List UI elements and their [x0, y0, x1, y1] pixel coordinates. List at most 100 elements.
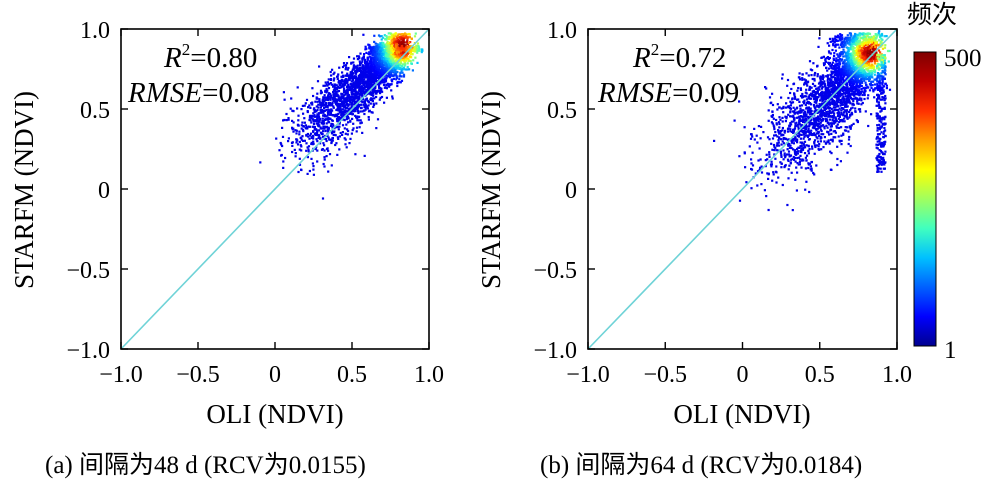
density-point [805, 180, 808, 183]
density-point [401, 45, 404, 48]
density-point [363, 82, 366, 85]
density-point [789, 111, 792, 114]
density-point [327, 121, 330, 124]
density-point [750, 187, 753, 190]
density-point [337, 85, 340, 88]
density-point [854, 107, 857, 110]
density-point [301, 104, 304, 107]
density-point [768, 155, 771, 158]
density-point [374, 86, 377, 89]
density-point [839, 83, 842, 86]
density-point [794, 137, 797, 140]
density-point [760, 183, 763, 186]
density-point [380, 45, 383, 48]
density-point [852, 99, 855, 102]
density-point [385, 52, 388, 55]
density-point [328, 138, 331, 141]
density-point [317, 113, 320, 116]
density-point [873, 59, 876, 62]
density-point [327, 117, 330, 121]
density-point [809, 121, 812, 124]
density-point [390, 79, 393, 82]
density-point [312, 120, 316, 123]
density-point [803, 110, 807, 113]
density-point [392, 77, 395, 80]
density-point [842, 96, 845, 99]
density-point [398, 54, 402, 58]
density-point [862, 86, 865, 89]
density-point [849, 48, 852, 51]
density-point [876, 79, 879, 82]
density-point [776, 103, 779, 106]
density-point [845, 97, 848, 100]
density-point [830, 91, 833, 94]
density-point [801, 127, 804, 130]
density-point [872, 45, 875, 48]
density-point [320, 122, 323, 125]
density-point [343, 64, 346, 67]
density-point [785, 117, 788, 120]
density-point [797, 146, 800, 149]
density-point [330, 74, 333, 77]
density-point [838, 66, 841, 69]
density-point [837, 117, 840, 120]
density-point [819, 75, 822, 78]
density-point [867, 60, 871, 63]
density-point [871, 71, 874, 75]
density-point [860, 87, 863, 91]
density-point [338, 135, 341, 138]
density-point [870, 43, 873, 46]
density-point [813, 79, 816, 82]
density-point [842, 113, 845, 116]
density-point [814, 109, 818, 112]
density-point [325, 139, 328, 143]
density-point [834, 136, 837, 139]
density-point [399, 60, 402, 63]
density-point [813, 111, 817, 114]
density-point [789, 107, 792, 110]
density-point [345, 79, 348, 82]
density-point [834, 116, 837, 119]
density-point [806, 154, 809, 157]
density-point [316, 149, 319, 152]
density-point [313, 126, 316, 129]
density-point [336, 153, 339, 156]
density-point [344, 143, 347, 146]
density-point [356, 105, 359, 108]
density-point [805, 130, 808, 133]
density-point [340, 110, 343, 113]
density-point [813, 124, 816, 127]
density-point [349, 119, 352, 122]
density-point [341, 133, 344, 136]
density-point [383, 70, 386, 73]
density-point [319, 126, 322, 129]
density-point [376, 71, 379, 74]
density-point [323, 144, 326, 147]
density-point [369, 93, 372, 96]
density-point [360, 87, 363, 90]
density-point [800, 166, 803, 169]
density-point [298, 157, 301, 160]
density-point [361, 82, 364, 85]
density-point [333, 96, 336, 99]
density-point [771, 113, 774, 117]
density-point [382, 36, 385, 39]
density-point [798, 160, 801, 164]
density-point [384, 38, 387, 41]
density-point [866, 52, 869, 55]
density-point [280, 153, 283, 157]
density-point [332, 79, 335, 82]
density-point [826, 42, 829, 45]
density-point [362, 65, 365, 68]
density-point [809, 107, 812, 110]
density-point [875, 33, 878, 36]
density-point [813, 144, 817, 147]
density-point [821, 118, 824, 121]
density-point [833, 65, 836, 68]
density-point [788, 164, 791, 167]
density-point [317, 122, 320, 125]
density-point [326, 104, 329, 107]
density-point [364, 45, 367, 48]
density-point [819, 140, 822, 143]
density-point [812, 104, 816, 107]
